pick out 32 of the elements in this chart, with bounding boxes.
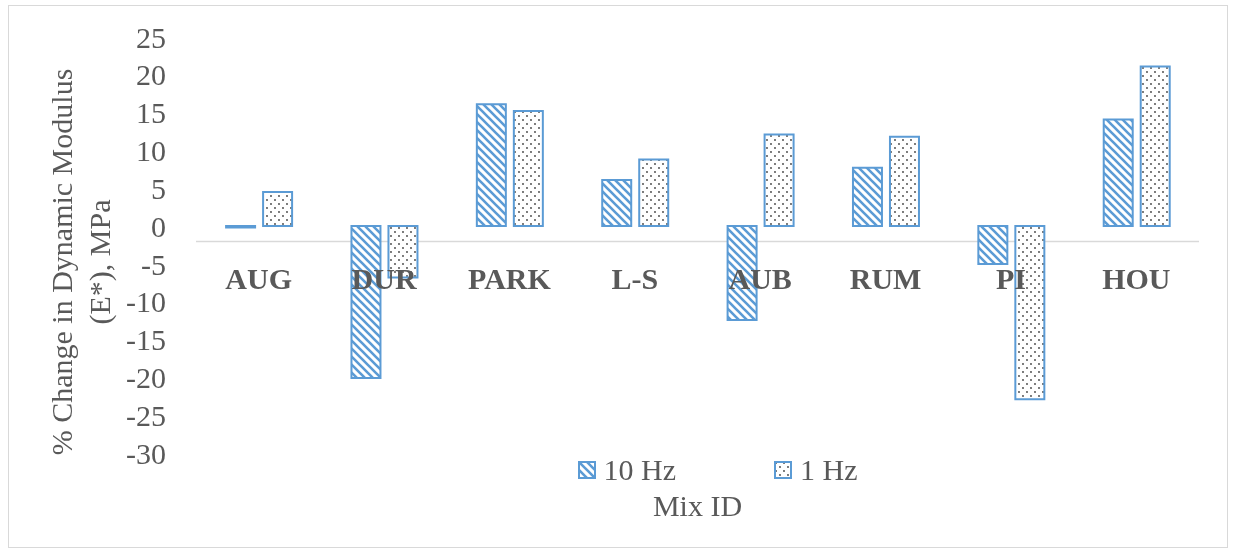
bar [1102,118,1134,228]
legend-label: 1 Hz [800,453,858,487]
x-axis-title: Mix ID [652,488,743,522]
y-tick-label: -15 [126,323,166,357]
x-tick-label: L-S [611,262,659,296]
bar [888,135,920,228]
y-tick-label: -10 [126,285,166,319]
y-tick-label: 5 [151,171,166,205]
x-tick-label: PARK [468,262,552,296]
bar [638,158,670,228]
y-tick-label: 25 [136,20,166,54]
legend-label: 10 Hz [603,453,676,487]
y-tick-label: 15 [136,96,166,130]
y-axis-title: % Change in Dynamic Modulus (E*), MPa [44,68,117,456]
bar [512,110,544,228]
x-tick-label: HOU [1102,262,1171,296]
y-tick-label: -20 [126,361,166,395]
bar [262,191,294,228]
x-tick-label: RUM [849,262,922,296]
x-tick-label: AUG [225,262,293,296]
bar [601,178,633,228]
bar [977,225,1009,265]
bar [851,166,883,228]
bar [763,133,795,228]
y-tick-label: 10 [136,134,166,168]
y-tick-label: -30 [126,436,166,470]
y-tick-label: 0 [151,209,166,243]
y-tick-label: 20 [136,58,166,92]
bar [1139,65,1171,228]
y-tick-label: -5 [141,247,166,281]
y-tick-label: -25 [126,398,166,432]
bar [475,103,507,228]
